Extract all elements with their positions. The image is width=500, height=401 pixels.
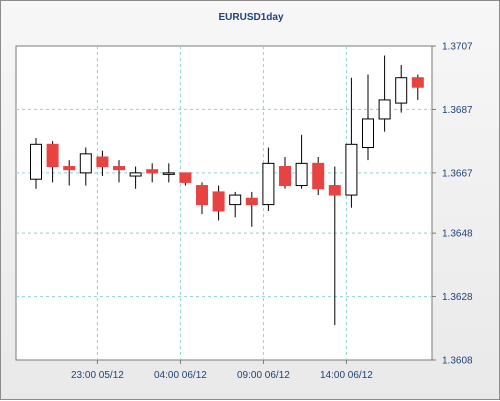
candle-body (362, 118, 374, 148)
candle-body (279, 166, 291, 187)
y-tick-label: 1.3648 (442, 229, 473, 240)
candle-body (328, 185, 341, 196)
candle-body (63, 166, 76, 171)
x-tick-label: 23:00 05/12 (71, 370, 124, 381)
candle-body (162, 172, 175, 175)
candle-body (96, 156, 109, 168)
candle-body (30, 143, 42, 180)
candle-body (79, 153, 92, 174)
candle-body (262, 162, 275, 206)
candle-body (113, 166, 125, 171)
candle-body (395, 77, 408, 104)
candle-body (196, 185, 208, 206)
candle-body (411, 77, 424, 88)
candle-body (378, 99, 391, 120)
y-tick-label: 1.3608 (442, 356, 473, 367)
x-tick-label: 04:00 06/12 (154, 370, 207, 381)
y-tick-label: 1.3707 (442, 42, 473, 53)
x-tick-label: 09:00 06/12 (237, 370, 290, 381)
candle-body (179, 172, 192, 183)
candle-body (129, 172, 142, 177)
y-tick-label: 1.3687 (442, 105, 473, 116)
y-tick-label: 1.3628 (442, 292, 473, 303)
candle-body (245, 197, 258, 206)
candles (30, 55, 424, 326)
candle-body (345, 143, 358, 196)
candle-body (46, 143, 59, 168)
chart-title: EURUSD1day (218, 12, 284, 23)
y-tick-label: 1.3667 (442, 168, 473, 179)
candle-body (312, 162, 325, 190)
candle-body (212, 191, 225, 212)
candle-body (146, 169, 159, 174)
x-tick-label: 14:00 06/12 (320, 370, 373, 381)
axes: 1.3707 1.3687 1.3667 1.3648 1.3628 1.3608 23:0… (71, 42, 473, 382)
candle-body (229, 194, 242, 206)
candle-body (295, 162, 308, 187)
